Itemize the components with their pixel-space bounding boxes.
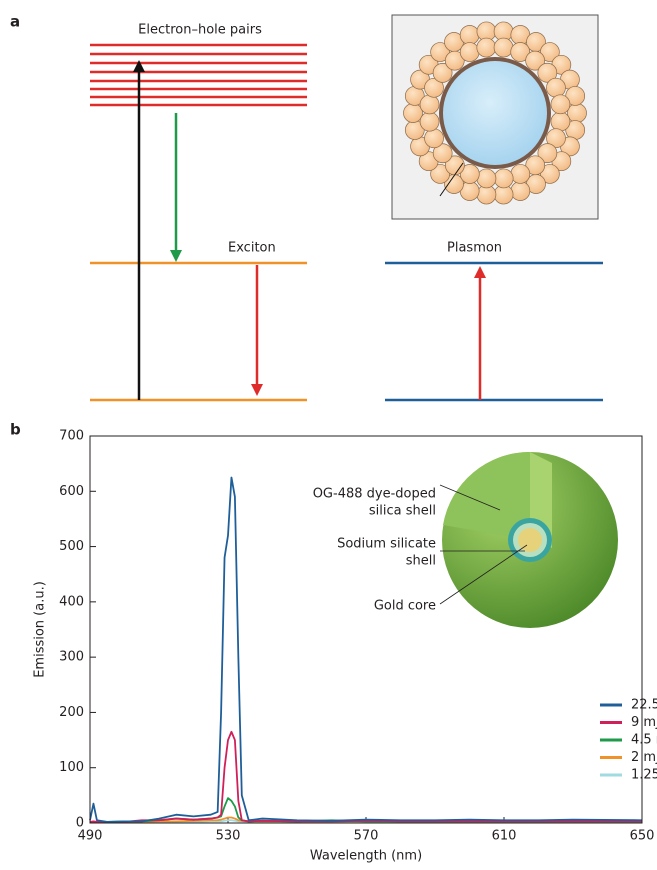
series-line — [90, 732, 642, 822]
annotation: OG-488 dye-doped — [313, 487, 436, 502]
x-tick-label: 530 — [216, 829, 241, 844]
silica-bead — [460, 43, 479, 62]
silica-bead — [546, 78, 565, 97]
y-tick-label: 200 — [59, 705, 84, 720]
silica-bead — [511, 181, 530, 200]
legend-label: 1.25 mJ — [631, 768, 657, 783]
silica-bead — [494, 169, 513, 188]
x-tick-label: 490 — [78, 829, 103, 844]
x-tick-label: 650 — [630, 829, 655, 844]
nanoparticle — [404, 22, 587, 204]
legend-label: 9 mJ — [631, 715, 657, 730]
level-label: Plasmon — [447, 241, 502, 256]
x-tick-label: 570 — [354, 829, 379, 844]
silica-bead — [477, 169, 496, 188]
figure: a b Electron–hole pairs Exciton Plasmon … — [0, 0, 657, 870]
silica-bead — [477, 38, 496, 57]
annotation: Gold core — [374, 599, 436, 614]
annotation: shell — [406, 554, 436, 569]
legend-label: 22.5 mJ — [631, 698, 657, 713]
silica-bead — [511, 164, 530, 183]
y-tick-label: 400 — [59, 594, 84, 609]
silica-bead — [420, 95, 439, 114]
y-tick-label: 700 — [59, 429, 84, 444]
level-label: Exciton — [228, 241, 276, 256]
panel-label: a — [10, 13, 20, 31]
annotation: Sodium silicate — [337, 537, 436, 552]
y-tick-label: 100 — [59, 760, 84, 775]
legend-label: 4.5 mJ — [631, 733, 657, 748]
panel-label: b — [10, 421, 21, 439]
y-tick-label: 600 — [59, 484, 84, 499]
silica-bead — [494, 38, 513, 57]
level-label: Electron–hole pairs — [138, 23, 262, 38]
silica-bead — [425, 129, 444, 148]
silica-bead — [420, 112, 439, 131]
x-axis-label: Wavelength (nm) — [310, 849, 422, 864]
y-tick-label: 500 — [59, 539, 84, 554]
core — [443, 61, 547, 165]
silica-bead — [460, 26, 479, 45]
x-tick-label: 610 — [492, 829, 517, 844]
y-axis-label: Emission (a.u.) — [33, 581, 48, 678]
silica-bead — [551, 95, 570, 114]
silica-bead — [404, 104, 423, 123]
annotation: silica shell — [369, 504, 436, 519]
y-tick-label: 300 — [59, 650, 84, 665]
silica-bead — [551, 112, 570, 131]
legend-label: 2 mJ — [631, 750, 657, 765]
silica-bead — [568, 104, 587, 123]
